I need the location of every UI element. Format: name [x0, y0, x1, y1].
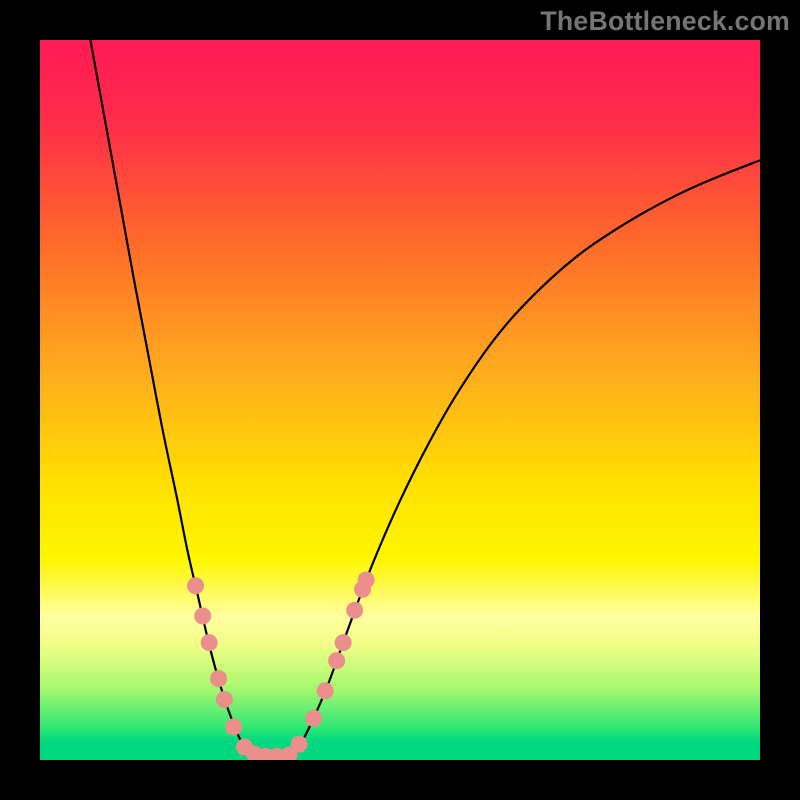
marker-point: [187, 577, 204, 594]
watermark-text: TheBottleneck.com: [540, 6, 790, 37]
marker-point: [328, 652, 345, 669]
marker-point: [354, 581, 371, 598]
marker-point: [305, 710, 322, 727]
marker-point: [346, 602, 363, 619]
marker-point: [210, 670, 227, 687]
marker-point: [201, 634, 218, 651]
marker-point: [225, 718, 242, 735]
marker-point: [194, 608, 211, 625]
marker-point: [335, 634, 352, 651]
marker-point: [317, 682, 334, 699]
marker-point: [216, 691, 233, 708]
bottleneck-chart: [0, 0, 800, 800]
marker-point: [291, 736, 308, 753]
gradient-background: [40, 40, 760, 760]
